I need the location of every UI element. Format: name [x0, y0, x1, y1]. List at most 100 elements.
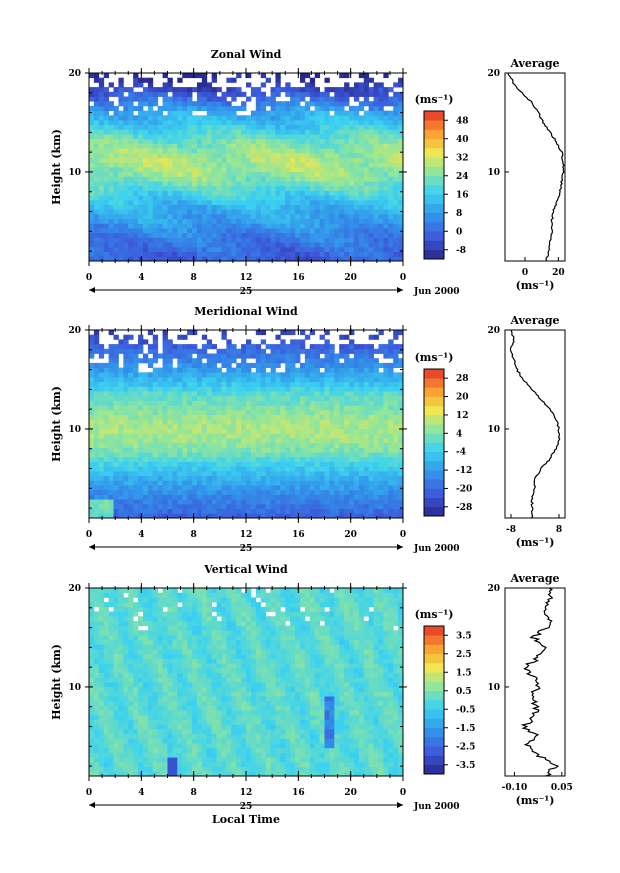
heatmap-cell — [128, 471, 134, 477]
heatmap-cell — [157, 400, 163, 406]
heatmap-cell — [314, 471, 320, 477]
heatmap-cell — [290, 344, 296, 350]
heatmap-cell — [393, 246, 399, 252]
heatmap-cell — [211, 466, 217, 472]
heatmap-cell — [309, 228, 316, 234]
heatmap-cell — [353, 82, 360, 88]
heatmap-cell — [285, 480, 291, 486]
heatmap-cell — [290, 190, 296, 196]
heatmap-cell — [329, 162, 335, 168]
heatmap-cell — [192, 377, 198, 383]
heatmap-cell — [177, 489, 183, 495]
heatmap-cell — [368, 377, 374, 383]
heatmap-cell — [241, 251, 247, 257]
heatmap-cell — [265, 414, 271, 420]
heatmap-cell — [363, 456, 370, 462]
heatmap-cell — [378, 120, 384, 126]
heatmap-cell — [246, 82, 252, 88]
heatmap-cell — [344, 381, 350, 387]
heatmap-cell — [398, 461, 404, 467]
heatmap-cell — [177, 195, 183, 201]
heatmap-cell — [373, 391, 379, 397]
heatmap-cell — [118, 480, 124, 486]
heatmap-cell — [206, 138, 213, 144]
heatmap-cell — [206, 442, 213, 448]
heatmap-cell — [246, 167, 252, 173]
heatmap-cell — [123, 424, 129, 430]
heatmap-cell — [177, 232, 183, 238]
heatmap-cell — [309, 190, 316, 196]
heatmap-cell — [201, 237, 208, 243]
heatmap-cell — [344, 489, 350, 495]
heatmap-cell — [363, 447, 370, 453]
heatmap-cell — [285, 353, 291, 359]
heatmap-cell — [246, 419, 252, 425]
heatmap-cell — [98, 377, 105, 383]
heatmap-cell — [152, 162, 159, 168]
heatmap-cell — [275, 348, 281, 354]
heatmap-cell — [398, 181, 404, 187]
heatmap-cell — [353, 129, 360, 135]
heatmap-cell — [388, 503, 394, 509]
heatmap-cell — [98, 124, 105, 130]
heatmap-cell — [98, 246, 105, 252]
heatmap-cell — [275, 433, 281, 439]
heatmap-cell — [398, 433, 404, 439]
heatmap-cell — [147, 499, 154, 505]
heatmap-cell — [196, 499, 203, 505]
heatmap-cell — [147, 386, 154, 392]
heatmap-cell — [295, 232, 301, 238]
heatmap-cell — [133, 162, 139, 168]
heatmap-cell — [353, 105, 360, 111]
heatmap-cell — [344, 185, 350, 191]
heatmap-cell — [236, 138, 242, 144]
heatmap-cell — [363, 256, 370, 262]
heatmap-cell — [270, 134, 276, 140]
heatmap-cell — [128, 171, 134, 177]
heatmap-cell — [246, 391, 252, 397]
heatmap-cell — [383, 176, 389, 182]
heatmap-cell — [290, 246, 296, 252]
heatmap-cell — [138, 129, 144, 135]
heatmap-cell — [265, 251, 271, 257]
heatmap-cell — [299, 73, 306, 79]
heatmap-cell — [118, 424, 124, 430]
heatmap-cell — [177, 228, 183, 234]
heatmap-cell — [314, 428, 320, 434]
heatmap-cell — [295, 228, 301, 234]
heatmap-cell — [167, 214, 173, 220]
heatmap-cell — [108, 395, 114, 401]
heatmap-cell — [295, 209, 301, 215]
heatmap-cell — [192, 138, 198, 144]
heatmap-cell — [295, 428, 301, 434]
heatmap-cell — [363, 508, 370, 514]
heatmap-cell — [123, 251, 129, 257]
heatmap-cell — [280, 405, 286, 411]
heatmap-cell — [182, 358, 188, 364]
heatmap-cell — [172, 381, 178, 387]
heatmap-cell — [250, 452, 257, 458]
heatmap-cell — [398, 494, 404, 500]
heatmap-cell — [113, 120, 119, 126]
heatmap-cell — [393, 232, 399, 238]
heatmap-cell — [108, 181, 114, 187]
heatmap-cell — [304, 246, 311, 252]
heatmap-cell — [319, 209, 325, 215]
heatmap-cell — [167, 237, 173, 243]
heatmap-cell — [255, 358, 262, 364]
heatmap-cell — [236, 134, 242, 140]
heatmap-cell — [373, 494, 379, 500]
heatmap-cell — [226, 405, 232, 411]
heatmap-cell — [162, 391, 168, 397]
heatmap-cell — [339, 232, 345, 238]
heatmap-cell — [280, 157, 286, 163]
heatmap-cell — [378, 162, 384, 168]
heatmap-cell — [128, 480, 134, 486]
heatmap-cell — [206, 494, 213, 500]
heatmap-cell — [113, 395, 119, 401]
y-tick-label: 20 — [68, 69, 81, 79]
heatmap-cell — [358, 120, 365, 126]
heatmap-cell — [319, 232, 325, 238]
heatmap-cell — [133, 77, 139, 83]
heatmap-cell — [255, 176, 262, 182]
